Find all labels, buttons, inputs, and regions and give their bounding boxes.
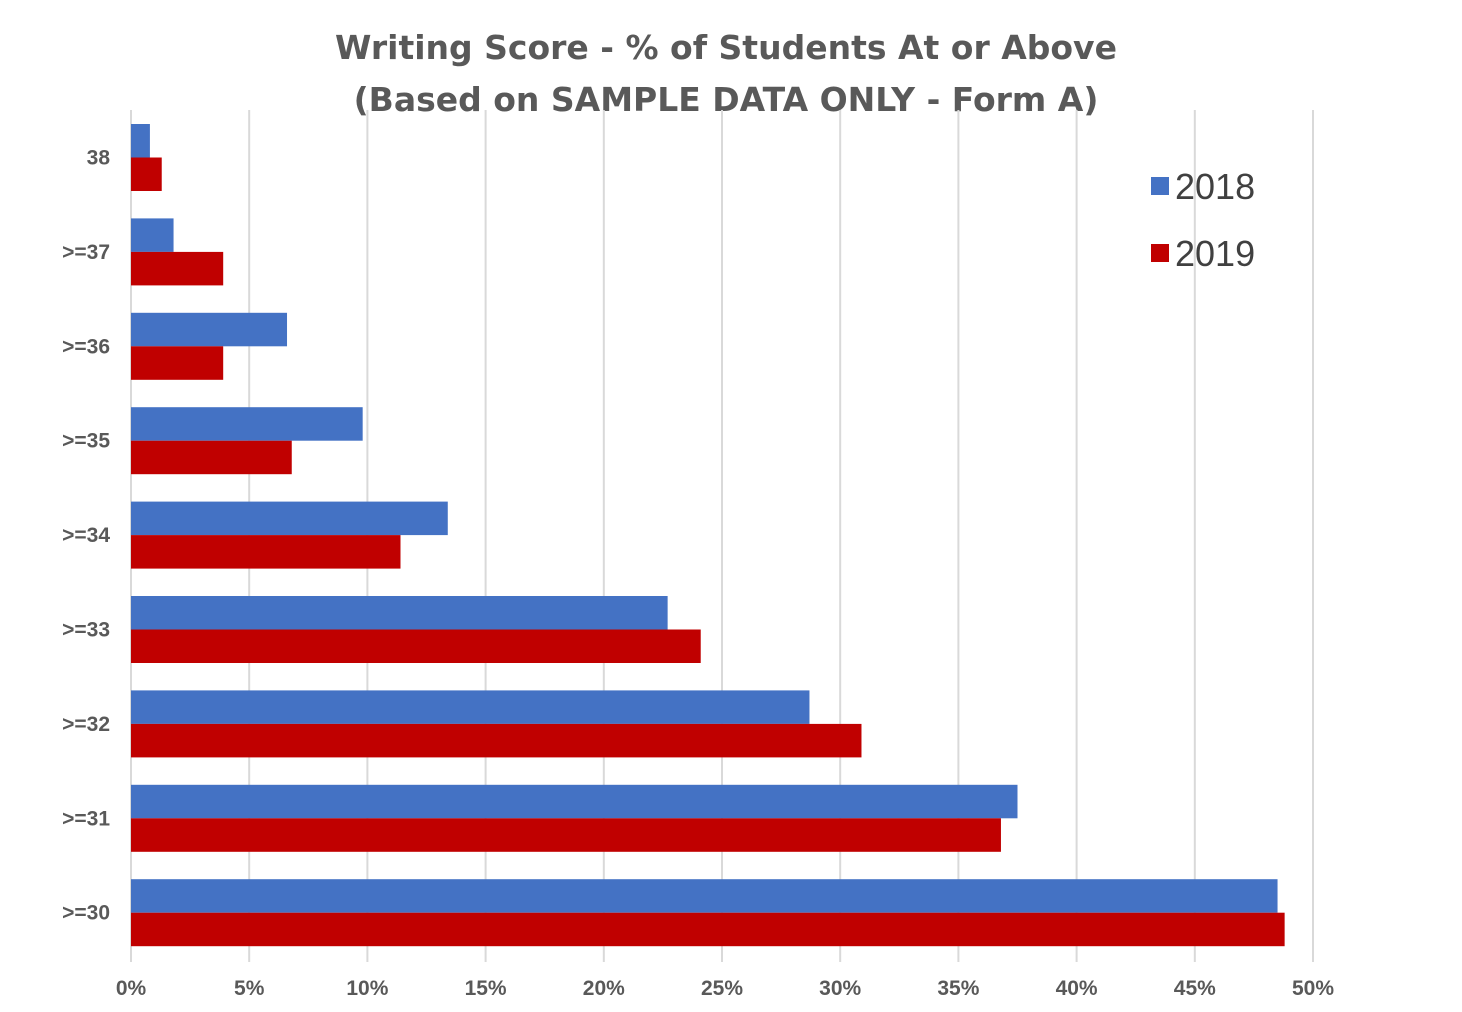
x-tick-label: 50% [1292,977,1334,1000]
bar-2018->=33 [131,596,668,630]
y-tick-label: >=35 [62,430,110,453]
bar-2018->=37 [131,218,174,252]
bar-2018->=30 [131,879,1278,913]
bar-2019->=34 [131,535,401,569]
y-tick-label: >=36 [62,335,110,358]
chart-title-line-2: (Based on SAMPLE DATA ONLY - Form A) [354,80,1099,119]
bar-2019->=35 [131,440,292,475]
bar-2019->=37 [131,251,224,286]
y-tick-label: >=30 [62,902,110,925]
x-tick-label: 10% [346,977,388,1000]
chart-title-line-1: Writing Score - % of Students At or Abov… [335,28,1117,67]
x-tick-label: 30% [819,977,861,1000]
x-tick-label: 35% [937,977,979,1000]
y-tick-label: >=31 [62,807,110,830]
x-tick-label: 25% [701,977,743,1000]
legend-label-2018: 2018 [1175,166,1255,207]
y-tick-label: 38 [87,147,111,170]
x-tick-label: 20% [583,977,625,1000]
x-tick-label: 5% [234,977,265,1000]
bar-2018->=34 [131,501,448,536]
bar-2019->=36 [131,346,224,380]
bar-2018->=32 [131,690,810,724]
x-tick-label: 40% [1056,977,1098,1000]
bar-2018-38 [131,124,150,158]
bar-2019->=32 [131,723,862,758]
y-tick-label: >=34 [62,524,110,547]
x-tick-label: 15% [465,977,507,1000]
x-axis-ticks: 0% 5% 10% 15% 20% 25% 30% 35% 40% 45% 50% [116,977,1335,1000]
legend-label-2019: 2019 [1175,233,1255,274]
bar-2018->=36 [131,312,288,347]
y-tick-label: >=32 [62,713,110,736]
legend: 2018 2019 [1151,166,1255,274]
bar-2018->=35 [131,407,363,441]
bar-2019->=33 [131,629,701,663]
y-tick-label: >=37 [62,241,110,264]
chart-title: Writing Score - % of Students At or Abov… [335,28,1117,119]
x-tick-label: 45% [1174,977,1216,1000]
bar-2019->=30 [131,912,1285,947]
bars [131,124,1285,947]
bar-2019->=31 [131,818,1001,852]
y-tick-label: >=33 [62,619,110,642]
legend-swatch-2019 [1151,244,1169,262]
x-tick-label: 0% [116,977,147,1000]
legend-swatch-2018 [1151,177,1169,195]
bar-2019-38 [131,157,162,191]
bar-2018->=31 [131,784,1018,819]
gridlines [130,110,1314,962]
y-axis-ticks: 38 >=37 >=36 >=35 >=34 >=33 >=32 >=31 >=30 [62,147,110,925]
